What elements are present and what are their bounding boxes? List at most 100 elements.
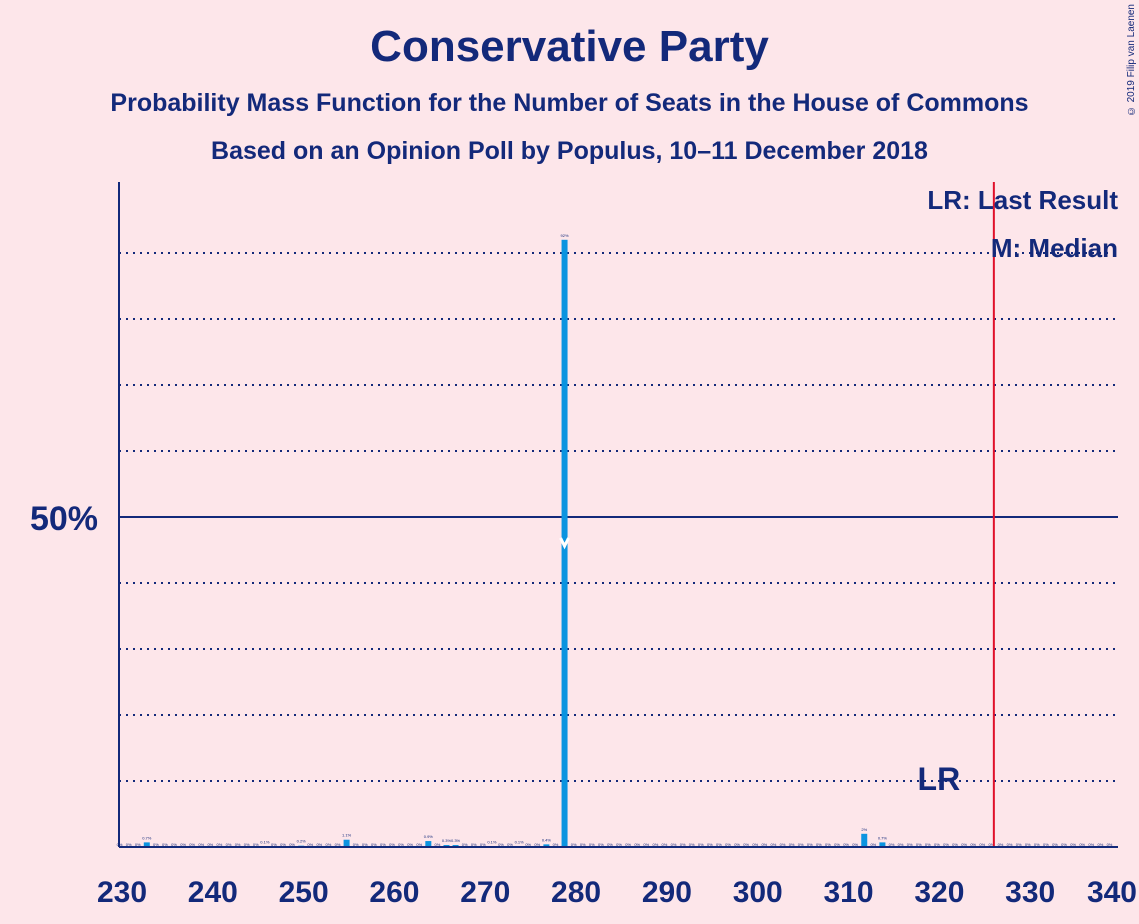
zero-label-300: 0% [752, 842, 758, 847]
x-tick-label-250: 250 [279, 876, 329, 909]
zero-label-338: 0% [1097, 842, 1103, 847]
zero-label-333: 0% [1052, 842, 1058, 847]
zero-label-288: 0% [643, 842, 649, 847]
zero-label-322: 0% [952, 842, 958, 847]
bar-label-274: 0.1% [515, 839, 525, 844]
zero-label-284: 0% [607, 842, 613, 847]
zero-label-309: 0% [834, 842, 840, 847]
zero-label-253: 0% [326, 842, 332, 847]
zero-label-297: 0% [725, 842, 731, 847]
zero-label-289: 0% [652, 842, 658, 847]
zero-label-301: 0% [761, 842, 767, 847]
zero-label-262: 0% [407, 842, 413, 847]
bar-label-277: 0.4% [542, 837, 552, 842]
last-result-label: LR [918, 761, 961, 797]
zero-label-234: 0% [153, 842, 159, 847]
zero-label-270: 0% [480, 842, 486, 847]
zero-label-336: 0% [1079, 842, 1085, 847]
zero-label-254: 0% [335, 842, 341, 847]
zero-label-308: 0% [825, 842, 831, 847]
zero-label-329: 0% [1016, 842, 1022, 847]
bar-label-233: 0.7% [142, 835, 152, 840]
zero-label-238: 0% [189, 842, 195, 847]
bar-312 [861, 833, 868, 847]
chart-subtitle-poll: Based on an Opinion Poll by Populus, 10–… [211, 137, 928, 165]
bar-233 [143, 842, 150, 847]
zero-label-304: 0% [789, 842, 795, 847]
zero-label-258: 0% [371, 842, 377, 847]
zero-label-268: 0% [462, 842, 468, 847]
bar-label-255: 1.1% [342, 833, 352, 838]
zero-label-320: 0% [934, 842, 940, 847]
bar-264 [425, 841, 432, 847]
zero-label-286: 0% [625, 842, 631, 847]
zero-value-labels: 0% 0% 0% 0% 0% 0% 0% 0% 0% 0% 0% 0% 0% 0% 0% 0% 0% 0% 0% 0%… [117, 842, 1113, 847]
zero-label-257: 0% [362, 842, 368, 847]
x-tick-label-270: 270 [460, 876, 510, 909]
zero-label-237: 0% [180, 842, 186, 847]
zero-label-287: 0% [634, 842, 640, 847]
bar-label-246: 0.1% [260, 839, 270, 844]
zero-label-249: 0% [289, 842, 295, 847]
zero-label-323: 0% [961, 842, 967, 847]
zero-label-334: 0% [1061, 842, 1067, 847]
x-tick-label-320: 320 [914, 876, 964, 909]
zero-label-335: 0% [1070, 842, 1076, 847]
zero-label-291: 0% [671, 842, 677, 847]
zero-label-307: 0% [816, 842, 822, 847]
bar-label-314: 0.7% [878, 835, 888, 840]
legend-median: M: Median [991, 233, 1118, 263]
chart-title: Conservative Party [370, 22, 769, 71]
zero-label-330: 0% [1025, 842, 1031, 847]
zero-label-243: 0% [235, 842, 241, 847]
zero-label-275: 0% [525, 842, 531, 847]
zero-label-326: 0% [989, 842, 995, 847]
zero-label-331: 0% [1034, 842, 1040, 847]
zero-label-241: 0% [217, 842, 223, 847]
zero-label-269: 0% [471, 842, 477, 847]
bar-label-266: 0.3% [442, 838, 452, 843]
zero-label-259: 0% [380, 842, 386, 847]
x-tick-label-330: 330 [1005, 876, 1055, 909]
zero-label-245: 0% [253, 842, 259, 847]
zero-label-328: 0% [1007, 842, 1013, 847]
zero-label-299: 0% [743, 842, 749, 847]
x-tick-label-310: 310 [824, 876, 874, 909]
zero-label-311: 0% [852, 842, 858, 847]
zero-label-290: 0% [662, 842, 668, 847]
zero-label-298: 0% [734, 842, 740, 847]
zero-label-239: 0% [198, 842, 204, 847]
zero-label-282: 0% [589, 842, 595, 847]
bar-314 [879, 842, 886, 847]
zero-label-248: 0% [280, 842, 286, 847]
bars: 0.7% 0.1% 0.2% 1.1% 0.9% 0.3% 0.3% 0.1% 0.1% 0.4%… [142, 233, 887, 848]
x-tick-label-280: 280 [551, 876, 601, 909]
zero-label-321: 0% [943, 842, 949, 847]
zero-label-251: 0% [307, 842, 313, 847]
zero-label-318: 0% [916, 842, 922, 847]
zero-label-293: 0% [689, 842, 695, 847]
median-marker [559, 537, 570, 550]
bar-255 [343, 839, 350, 847]
zero-label-244: 0% [244, 842, 250, 847]
zero-label-272: 0% [498, 842, 504, 847]
zero-label-263: 0% [416, 842, 422, 847]
zero-label-332: 0% [1043, 842, 1049, 847]
chart-overlay: LR LR: Last Result M: Median [559, 182, 1118, 847]
axes: 50% 230 240 250 260 270 280 290 300 310 320 330 340 [30, 182, 1137, 909]
zero-label-305: 0% [798, 842, 804, 847]
zero-label-324: 0% [970, 842, 976, 847]
zero-label-303: 0% [780, 842, 786, 847]
zero-label-252: 0% [316, 842, 322, 847]
legend-last-result: LR: Last Result [927, 185, 1118, 215]
gridlines [119, 252, 1118, 782]
bar-277 [543, 844, 550, 847]
x-tick-label-340: 340 [1087, 876, 1137, 909]
bar-label-279: 92% [561, 233, 569, 238]
zero-label-295: 0% [707, 842, 713, 847]
zero-label-306: 0% [807, 842, 813, 847]
y-tick-label: 50% [30, 500, 98, 538]
zero-label-231: 0% [126, 842, 132, 847]
zero-label-276: 0% [534, 842, 540, 847]
bar-label-312: 2% [861, 827, 867, 832]
